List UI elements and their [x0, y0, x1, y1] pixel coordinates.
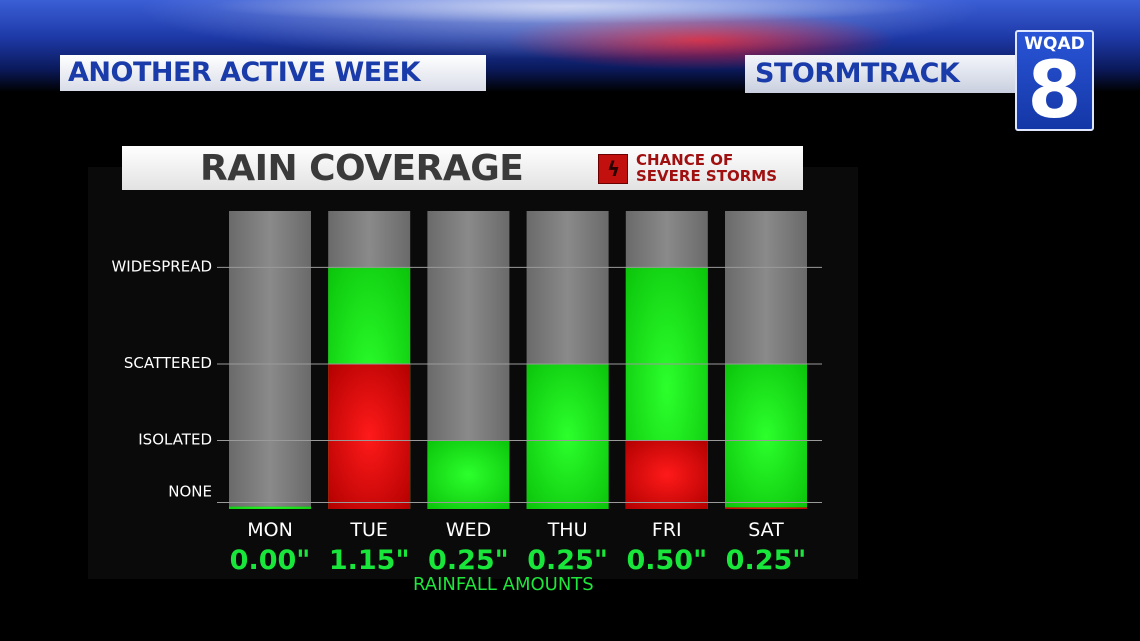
- chart-title-bar: RAIN COVERAGE ϟ CHANCE OF SEVERE STORMS: [122, 146, 803, 190]
- legend-label-line2: SEVERE STORMS: [636, 167, 777, 185]
- y-tick-label-scattered: SCATTERED: [124, 354, 212, 372]
- x-tick-label-mon: MON: [247, 519, 293, 541]
- severe-bar-fri: [625, 440, 708, 509]
- coverage-bar-sat: [725, 364, 807, 509]
- y-tick-label-none: NONE: [168, 483, 212, 501]
- coverage-bar-wed: [427, 440, 510, 509]
- x-tick-label-fri: FRI: [652, 519, 682, 541]
- stormtrack-brand: STORMTRACK: [745, 55, 1017, 93]
- legend-label: CHANCE OF SEVERE STORMS: [636, 152, 816, 184]
- banner-glow: [120, 0, 1020, 40]
- rainfall-amount-fri: 0.50": [626, 545, 707, 576]
- x-tick-label-tue: TUE: [349, 519, 388, 541]
- headline-banner: ANOTHER ACTIVE WEEK: [60, 55, 486, 91]
- y-tick-label-isolated: ISOLATED: [138, 431, 212, 449]
- rainfall-amount-tue: 1.15": [329, 545, 410, 576]
- logo-channel-number: 8: [1027, 46, 1082, 136]
- rainfall-amount-wed: 0.25": [428, 545, 509, 576]
- coverage-bar-mon: [229, 506, 311, 509]
- severe-bar-tue: [328, 364, 411, 509]
- severe-bar-sat: [725, 507, 807, 509]
- bar-track-mon: [229, 211, 311, 509]
- x-tick-label-sat: SAT: [748, 519, 784, 541]
- station-logo: WQAD 8: [1015, 30, 1094, 131]
- x-axis-label: RAINFALL AMOUNTS: [413, 574, 594, 595]
- rainfall-amount-thu: 0.25": [527, 545, 608, 576]
- rainfall-amount-mon: 0.00": [230, 545, 311, 576]
- x-tick-label-wed: WED: [446, 519, 491, 541]
- legend-label-line1: CHANCE OF: [636, 151, 734, 169]
- lightning-icon: ϟ: [598, 154, 628, 184]
- coverage-bar-thu: [526, 364, 609, 509]
- y-tick-label-widespread: WIDESPREAD: [111, 257, 212, 275]
- logo-call-letters: WQAD: [1024, 34, 1085, 54]
- x-tick-label-thu: THU: [547, 519, 588, 541]
- chart-title: RAIN COVERAGE: [200, 148, 524, 189]
- rainfall-amount-sat: 0.25": [726, 545, 807, 576]
